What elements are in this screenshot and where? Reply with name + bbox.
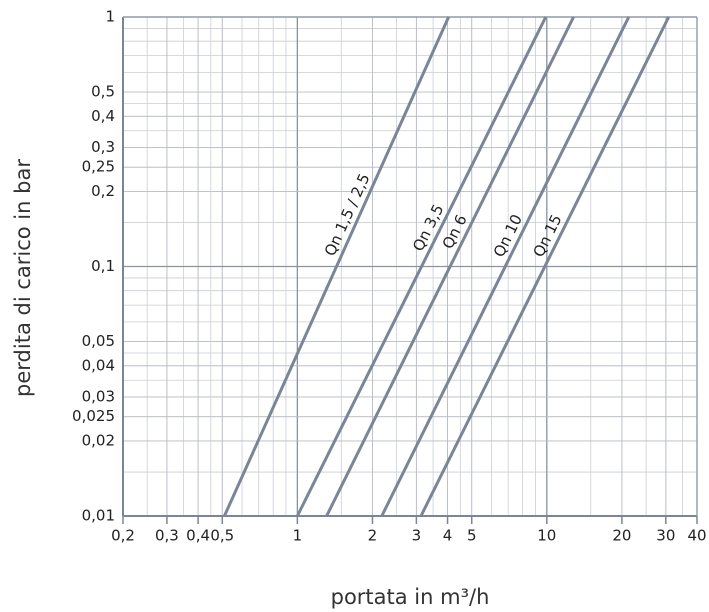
x-axis-label: portata in m³/h xyxy=(331,585,490,609)
y-tick-label: 0,03 xyxy=(82,387,115,405)
x-tick-label: 5 xyxy=(467,527,477,545)
y-axis-label: perdita di carico in bar xyxy=(11,159,35,397)
series-line xyxy=(419,16,671,517)
x-tick-label: 0,2 xyxy=(111,527,135,545)
y-tick-label: 0,04 xyxy=(82,356,115,374)
y-tick-label: 0,01 xyxy=(82,507,115,525)
x-tick-label: 2 xyxy=(368,527,378,545)
y-tick-label: 1 xyxy=(105,8,115,26)
x-tick-label: 40 xyxy=(687,527,706,545)
x-tick-label: 0,3 xyxy=(155,527,179,545)
series-line xyxy=(296,16,548,517)
x-tick-label: 0,4 xyxy=(186,527,210,545)
x-tick-label: 20 xyxy=(612,527,631,545)
y-tick-label: 0,4 xyxy=(91,107,115,125)
y-tick-label: 0,5 xyxy=(91,83,115,101)
x-tick-label: 4 xyxy=(443,527,453,545)
y-tick-label: 0,1 xyxy=(91,257,115,275)
y-tick-label: 0,3 xyxy=(91,138,115,156)
y-tick-label: 0,05 xyxy=(82,332,115,350)
x-tick-label: 1 xyxy=(293,527,303,545)
x-tick-label: 30 xyxy=(656,527,675,545)
x-tick-label: 0,5 xyxy=(210,527,234,545)
series-line xyxy=(223,16,450,517)
y-tick-label: 0,25 xyxy=(82,158,115,176)
y-tick-label: 0,2 xyxy=(91,182,115,200)
y-tick-label: 0,02 xyxy=(82,431,115,449)
y-tick-label: 0,025 xyxy=(72,407,115,425)
x-tick-label: 10 xyxy=(537,527,556,545)
x-tick-label: 3 xyxy=(412,527,422,545)
series-line xyxy=(380,16,631,517)
series-line xyxy=(325,16,575,517)
